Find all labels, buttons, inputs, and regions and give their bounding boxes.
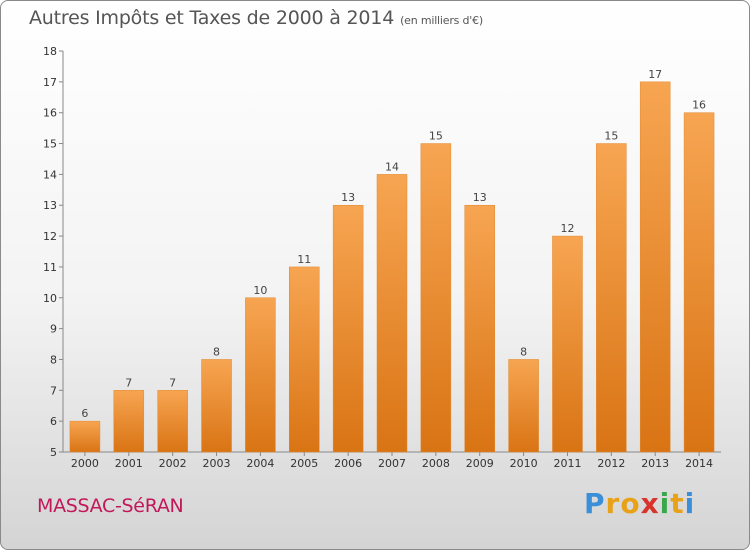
x-tick-label: 2006 — [334, 457, 362, 470]
bar-2013 — [639, 81, 671, 453]
logo-letter: x — [640, 487, 660, 520]
y-tick-label: 10 — [43, 292, 57, 305]
y-tick-label: 14 — [43, 168, 57, 181]
y-tick-label: 17 — [43, 76, 57, 89]
x-tick-label: 2007 — [378, 457, 406, 470]
bar-2004 — [245, 297, 276, 453]
bar-value-label: 8 — [520, 345, 527, 358]
bar-2014 — [683, 112, 715, 453]
bar-2007 — [376, 174, 408, 453]
bar-value-label: 13 — [341, 191, 355, 204]
x-tick-label: 2013 — [641, 457, 669, 470]
unit-label: (en milliers d'€) — [400, 14, 483, 27]
y-tick-label: 16 — [43, 107, 57, 120]
chart-title: Autres Impôts et Taxes de 2000 à 2014 (en… — [29, 7, 483, 29]
y-tick-label: 6 — [50, 415, 57, 428]
bar-value-label: 11 — [297, 253, 311, 266]
proxiti-logo: Proxiti — [584, 487, 695, 520]
logo-letter: t — [670, 487, 685, 520]
bar-value-label: 15 — [429, 130, 443, 143]
bar-2006 — [332, 204, 364, 453]
bar-2001 — [113, 390, 145, 453]
bar-2011 — [552, 235, 583, 453]
bar-value-label: 17 — [648, 68, 662, 81]
bar-value-label: 6 — [81, 407, 88, 420]
chart-labels: 6 2000 7 2001 7 2002 8 2003 10 2004 11 2005 13 2006 14… — [71, 68, 713, 470]
x-tick-label: 2005 — [290, 457, 318, 470]
bar-2000 — [69, 420, 101, 453]
y-tick-label: 11 — [43, 261, 57, 274]
x-tick-label: 2012 — [597, 457, 625, 470]
bar-2008 — [420, 143, 452, 453]
y-tick-label: 15 — [43, 138, 57, 151]
bar-2009 — [464, 204, 495, 453]
y-tick-label: 18 — [43, 45, 57, 58]
y-tick-label: 7 — [50, 384, 57, 397]
x-tick-label: 2008 — [422, 457, 450, 470]
bar-2005 — [289, 266, 320, 453]
y-tick-label: 12 — [43, 230, 57, 243]
bar-value-label: 7 — [169, 376, 176, 389]
logo-letter: r — [605, 487, 621, 520]
bar-value-label: 15 — [604, 130, 618, 143]
bar-value-label: 14 — [385, 160, 399, 173]
bar-2012 — [596, 143, 627, 453]
x-tick-label: 2004 — [246, 457, 274, 470]
x-tick-label: 2003 — [203, 457, 231, 470]
commune-name: MASSAC-SéRAN — [37, 495, 184, 517]
y-tick-label: 13 — [43, 199, 57, 212]
x-tick-label: 2000 — [71, 457, 99, 470]
x-tick-label: 2009 — [466, 457, 494, 470]
y-tick-label: 9 — [50, 323, 57, 336]
bar-value-label: 7 — [125, 376, 132, 389]
bar-2010 — [508, 359, 539, 453]
y-tick-label: 5 — [50, 446, 57, 459]
chart-bars — [69, 81, 715, 453]
bar-2003 — [201, 359, 232, 453]
y-tick-label: 8 — [50, 353, 57, 366]
bar-2002 — [157, 390, 188, 453]
bar-value-label: 16 — [692, 99, 706, 112]
bar-value-label: 12 — [560, 222, 574, 235]
bar-value-label: 8 — [213, 345, 220, 358]
bar-value-label: 10 — [253, 284, 267, 297]
logo-letter: P — [584, 487, 606, 520]
logo-letter: i — [684, 487, 696, 520]
bar-value-label: 13 — [473, 191, 487, 204]
x-tick-label: 2001 — [115, 457, 143, 470]
logo-letter: i — [659, 487, 671, 520]
x-tick-label: 2010 — [510, 457, 538, 470]
x-tick-label: 2011 — [553, 457, 581, 470]
logo-letter: o — [620, 487, 641, 520]
x-tick-label: 2014 — [685, 457, 713, 470]
chart-title-text: Autres Impôts et Taxes de 2000 à 2014 — [29, 7, 395, 29]
x-tick-label: 2002 — [159, 457, 187, 470]
